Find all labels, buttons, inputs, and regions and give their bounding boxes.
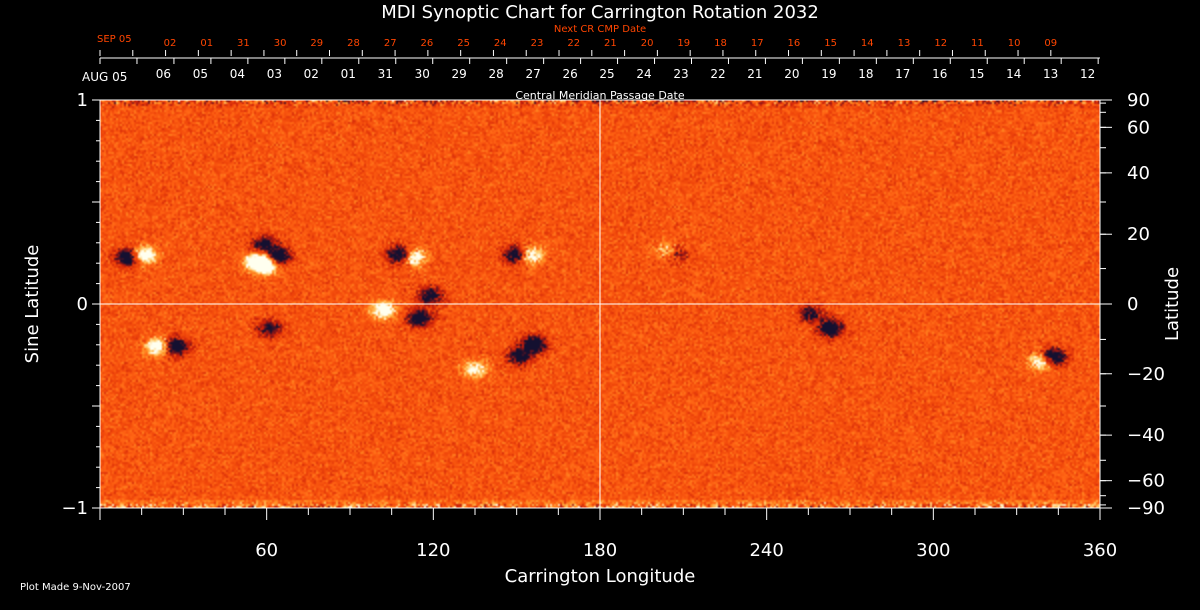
next-cr-date-label: 29: [310, 38, 323, 49]
cmp-date-label: 20: [784, 67, 799, 81]
cmp-axis-label: Central Meridian Passage Date: [515, 89, 684, 102]
chart-title: MDI Synoptic Chart for Carrington Rotati…: [381, 2, 819, 23]
next-cr-date-label: 24: [494, 38, 507, 49]
x-tick-label: 300: [916, 540, 950, 561]
cmp-date-label: 31: [378, 67, 393, 81]
next-cr-date-label: 20: [641, 38, 654, 49]
cmp-date-label: 24: [636, 67, 651, 81]
next-cr-axis-label: Next CR CMP Date: [554, 24, 646, 35]
x-tick-label: 60: [255, 540, 278, 561]
next-cr-date-label: 10: [1008, 38, 1021, 49]
next-cr-date-label: 17: [751, 38, 764, 49]
x-tick-label: 180: [583, 540, 617, 561]
next-cr-date-label: 14: [861, 38, 874, 49]
y-tick-label-right: 40: [1127, 163, 1150, 184]
cmp-date-label: 25: [599, 67, 614, 81]
next-cr-date-label: 13: [898, 38, 911, 49]
cmp-date-label: 13: [1043, 67, 1058, 81]
cmp-date-label: 19: [821, 67, 836, 81]
next-cr-date-label: 11: [971, 38, 984, 49]
cmp-date-label: 28: [489, 67, 504, 81]
cmp-date-label: 01: [341, 67, 356, 81]
cmp-date-label: 18: [858, 67, 873, 81]
next-cr-date-label: 25: [457, 38, 470, 49]
y-tick-label-left: 1: [77, 90, 88, 111]
next-cr-date-label: 26: [421, 38, 434, 49]
next-cr-date-label: 09: [1044, 38, 1057, 49]
next-cr-start-label: SEP 05: [97, 34, 132, 45]
cmp-date-label: 26: [562, 67, 577, 81]
cmp-date-label: 29: [452, 67, 467, 81]
y-tick-label-right: −40: [1127, 425, 1165, 446]
y-axis-label-left: Sine Latitude: [22, 245, 43, 364]
cmp-date-label: 22: [710, 67, 725, 81]
y-tick-label-right: −90: [1127, 498, 1165, 519]
cmp-start-label: AUG 05: [82, 70, 127, 84]
next-cr-date-label: 02: [164, 38, 177, 49]
y-tick-label-right: 90: [1127, 90, 1150, 111]
cmp-date-label: 16: [932, 67, 947, 81]
cmp-date-label: 30: [415, 67, 430, 81]
plot-made-note: Plot Made 9-Nov-2007: [20, 582, 131, 593]
y-tick-label-right: −60: [1127, 471, 1165, 492]
next-cr-date-label: 16: [788, 38, 801, 49]
y-axis-label-right: Latitude: [1162, 267, 1183, 341]
cmp-date-label: 17: [895, 67, 910, 81]
cmp-date-label: 12: [1080, 67, 1095, 81]
next-cr-date-label: 31: [237, 38, 250, 49]
y-tick-label-left: −1: [61, 498, 88, 519]
x-axis-label: Carrington Longitude: [505, 566, 696, 587]
next-cr-date-label: 18: [714, 38, 727, 49]
x-tick-label: 360: [1083, 540, 1117, 561]
cmp-date-label: 05: [193, 67, 208, 81]
y-tick-label-right: 60: [1127, 117, 1150, 138]
y-tick-label-right: 0: [1127, 294, 1138, 315]
next-cr-date-label: 27: [384, 38, 397, 49]
next-cr-date-label: 23: [531, 38, 544, 49]
next-cr-date-label: 19: [677, 38, 690, 49]
x-tick-label: 120: [416, 540, 450, 561]
next-cr-date-label: 28: [347, 38, 360, 49]
cmp-date-label: 27: [525, 67, 540, 81]
x-tick-label: 240: [749, 540, 783, 561]
next-cr-date-label: 01: [200, 38, 213, 49]
next-cr-date-label: 22: [567, 38, 580, 49]
y-tick-label-right: 20: [1127, 224, 1150, 245]
cmp-date-label: 04: [230, 67, 245, 81]
next-cr-date-label: 30: [274, 38, 287, 49]
cmp-date-label: 14: [1006, 67, 1021, 81]
next-cr-date-label: 15: [824, 38, 837, 49]
cmp-date-label: 21: [747, 67, 762, 81]
next-cr-date-label: 12: [934, 38, 947, 49]
cmp-date-label: 15: [969, 67, 984, 81]
cmp-date-label: 23: [673, 67, 688, 81]
next-cr-date-label: 21: [604, 38, 617, 49]
cmp-date-label: 02: [304, 67, 319, 81]
y-tick-label-right: −20: [1127, 364, 1165, 385]
y-tick-label-left: 0: [77, 294, 88, 315]
cmp-date-label: 06: [156, 67, 171, 81]
cmp-date-label: 03: [267, 67, 282, 81]
